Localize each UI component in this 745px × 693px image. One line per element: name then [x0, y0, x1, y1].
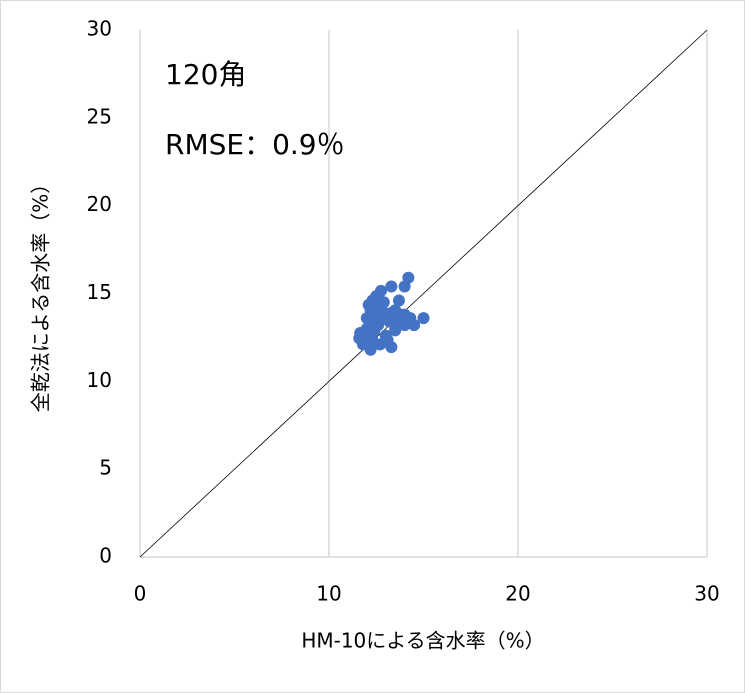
y-tick-label: 30 [87, 17, 112, 41]
point [381, 334, 394, 347]
point [357, 329, 370, 342]
y-tick-label: 25 [87, 104, 112, 128]
point [391, 315, 404, 328]
x-tick-label: 10 [316, 582, 341, 606]
point [398, 280, 411, 293]
y-tick-label: 5 [99, 456, 112, 480]
point [417, 312, 430, 325]
point [385, 306, 398, 319]
x-axis-label: HM-10による含水率（%） [301, 629, 544, 653]
annotation: RMSE：0.9％ [165, 128, 345, 161]
annotation: 120角 [165, 58, 246, 91]
y-tick-label: 20 [87, 192, 112, 216]
point [392, 294, 405, 307]
marks [353, 271, 430, 356]
point [385, 280, 398, 293]
point [369, 298, 382, 311]
diagonal-line [139, 29, 708, 558]
y-tick-label: 10 [87, 368, 112, 392]
x-tick-label: 0 [134, 582, 147, 606]
x-tick-label: 30 [694, 582, 719, 606]
x-tick-label: 20 [505, 582, 530, 606]
point [357, 338, 370, 351]
grid [139, 29, 708, 558]
y-axis-label: 全乾法による含水率（%） [29, 174, 53, 412]
y-tick-label: 15 [87, 280, 112, 304]
point [398, 308, 411, 321]
y-tick-label: 0 [99, 544, 112, 568]
point [372, 319, 385, 332]
